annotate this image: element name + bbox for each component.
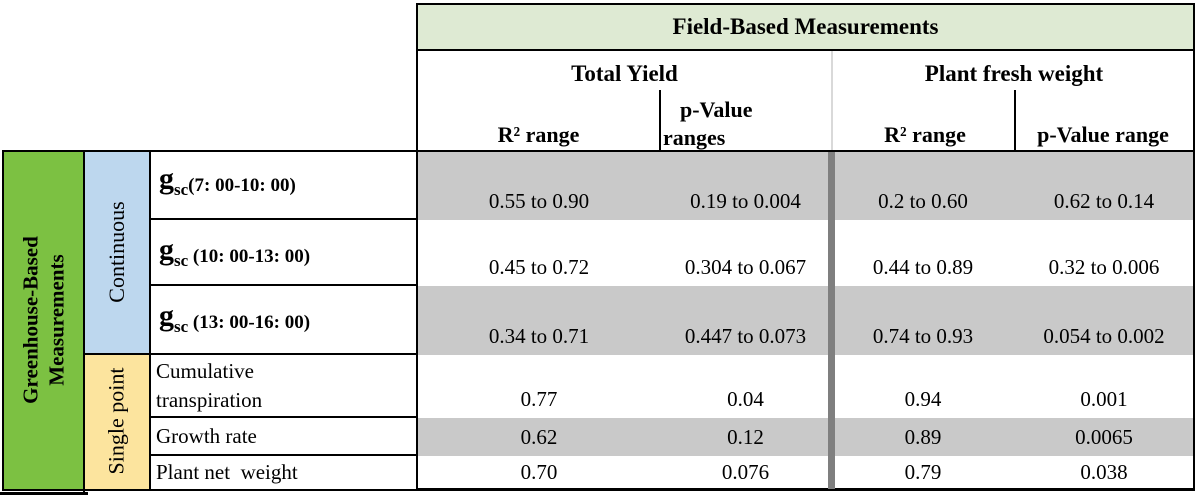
data-row-gsc-10-13: 0.45 to 0.72 0.304 to 0.067 0.44 to 0.89… — [418, 220, 1193, 286]
cumulative-transpiration-label: Cumulative transpiration — [156, 359, 263, 412]
cell-r5c3: 0.89 — [904, 424, 942, 449]
cell-r1c3: 0.2 to 0.60 — [878, 189, 968, 213]
cutoff-next-row-border — [0, 492, 88, 495]
continuous-group-text: Continuous — [84, 151, 150, 353]
cell-r6c4: 0.038 — [1080, 459, 1128, 484]
growth-rate-label: Growth rate — [156, 423, 257, 448]
header-divider-line-left — [659, 90, 661, 152]
gsc-subscript-1: sc — [174, 180, 189, 199]
row-label-plant-net-weight: Plant net weight — [149, 454, 418, 491]
cell-r2c3: 0.44 to 0.89 — [872, 255, 974, 279]
cell-r6c1: 0.70 — [520, 459, 558, 484]
cell-r3c4: 0.054 to 0.002 — [1043, 324, 1165, 348]
row-label-growth-rate: Growth rate — [149, 416, 418, 456]
total-yield-pvalue-ranges-header: p-Value ranges — [663, 96, 833, 151]
plant-fresh-weight-group-header: Plant fresh weight — [835, 58, 1193, 90]
plant-fresh-weight-label: Plant fresh weight — [924, 61, 1104, 86]
cell-r5c2: 0.12 — [727, 424, 764, 449]
cell-r4c1: 0.77 — [520, 387, 558, 411]
r2-range-label-2: R² range — [884, 122, 966, 147]
field-based-header-cell: Field-Based Measurements — [416, 3, 1195, 51]
single-point-group-text: Single point — [84, 353, 150, 490]
gsc-range-2: (10: 00-13: 00) — [188, 246, 311, 267]
plant-fresh-pvalue-range-header: p-Value range — [1013, 120, 1193, 150]
row-label-gsc-7-10: gsc(7: 00-10: 00) — [149, 150, 418, 220]
cell-r1c2: 0.19 to 0.004 — [690, 189, 801, 213]
cell-r2c2: 0.304 to 0.067 — [684, 255, 807, 279]
gsc-range-3: (13: 00-16: 00) — [188, 312, 311, 333]
cell-r6c2: 0.076 — [721, 459, 770, 484]
cell-r5c1: 0.62 — [520, 424, 558, 449]
plant-net-weight-label: Plant net weight — [156, 460, 298, 485]
data-row-gsc-13-16: 0.34 to 0.71 0.447 to 0.073 0.74 to 0.93… — [418, 286, 1193, 355]
column-header-band — [416, 49, 1195, 152]
gsc-symbol-1: g — [159, 162, 174, 195]
cell-r6c3: 0.79 — [904, 459, 942, 484]
cell-r3c2: 0.447 to 0.073 — [684, 324, 807, 348]
data-row-cumulative-transpiration: 0.77 0.04 0.94 0.001 — [418, 355, 1193, 418]
row-label-gsc-10-13: gsc (10: 00-13: 00) — [149, 218, 418, 286]
cell-r5c4: 0.0065 — [1075, 424, 1133, 449]
section-divider-thick — [828, 152, 835, 489]
total-yield-label: Total Yield — [571, 61, 678, 86]
greenhouse-based-header-cell — [2, 150, 85, 491]
cell-r4c4: 0.001 — [1080, 387, 1128, 411]
row-label-gsc-13-16: gsc (13: 00-16: 00) — [149, 284, 418, 355]
gsc-range-1: (7: 00-10: 00) — [188, 175, 296, 196]
header-divider-line-right — [1014, 90, 1016, 152]
cell-r1c1: 0.55 to 0.90 — [488, 189, 590, 213]
header-section-divider-light — [831, 51, 833, 150]
data-row-growth-rate: 0.62 0.12 0.89 0.0065 — [418, 418, 1193, 456]
cell-r4c2: 0.04 — [727, 387, 764, 411]
single-point-label: Single point — [103, 367, 129, 475]
plant-fresh-r2-range-header: R² range — [835, 120, 1015, 150]
gsc-subscript-3: sc — [174, 317, 189, 336]
pvalue-label-line1: p-Value — [680, 97, 753, 122]
data-row-plant-net-weight: 0.70 0.076 0.79 0.038 — [418, 456, 1193, 488]
row-label-cumulative-transpiration: Cumulative transpiration — [149, 353, 418, 418]
single-point-group-cell — [83, 353, 151, 491]
cutoff-next-column-border — [83, 489, 85, 495]
continuous-label: Continuous — [104, 201, 129, 303]
pvalue-range-label-2: p-Value range — [1037, 122, 1169, 147]
cell-r2c4: 0.32 to 0.006 — [1048, 255, 1160, 279]
gsc-symbol-2: g — [159, 233, 174, 266]
gsc-symbol-3: g — [159, 299, 174, 332]
r2-range-label-1: R² range — [497, 122, 580, 147]
cell-r3c3: 0.74 to 0.93 — [872, 324, 974, 348]
greenhouse-label-line1: Greenhouse-Based — [18, 236, 43, 404]
field-based-header-label: Field-Based Measurements — [672, 14, 939, 39]
pvalue-label-line2: ranges — [663, 124, 726, 150]
greenhouse-based-header-text: Greenhouse-Based Measurements — [4, 151, 84, 490]
data-row-gsc-7-10: 0.55 to 0.90 0.19 to 0.004 0.2 to 0.60 0… — [418, 152, 1193, 220]
cell-r3c1: 0.34 to 0.71 — [488, 324, 590, 348]
gsc-subscript-2: sc — [174, 251, 189, 270]
cell-r1c4: 0.62 to 0.14 — [1053, 189, 1155, 213]
total-yield-group-header: Total Yield — [418, 58, 831, 90]
cell-r2c1: 0.45 to 0.72 — [488, 255, 590, 279]
greenhouse-label-line2: Measurements — [44, 254, 69, 386]
total-yield-r2-range-header: R² range — [418, 120, 659, 150]
cell-r4c3: 0.94 — [904, 387, 942, 411]
